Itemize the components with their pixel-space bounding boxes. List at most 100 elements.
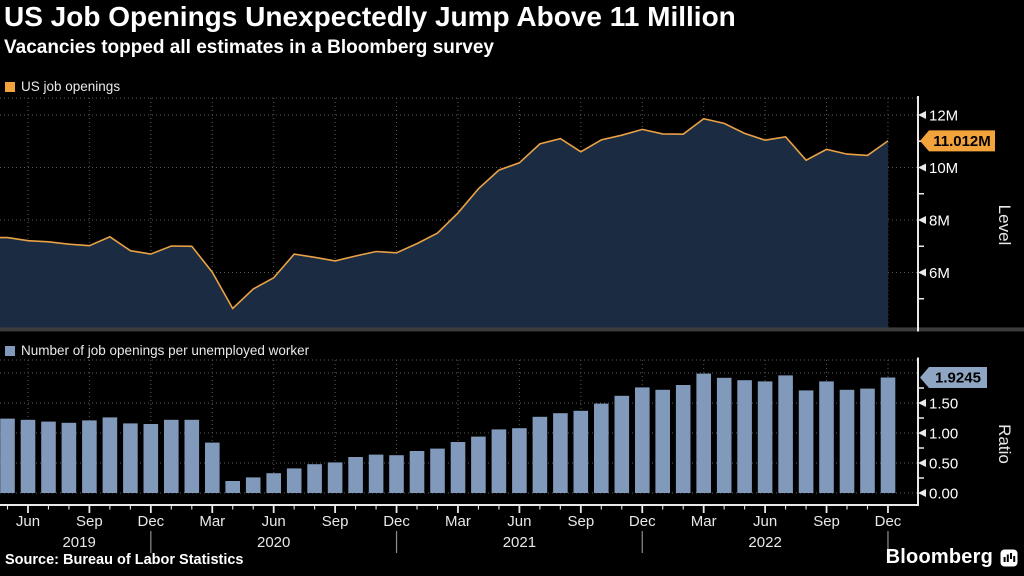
month-tick-label: Mar xyxy=(445,513,471,530)
bar xyxy=(245,477,261,493)
page-subtitle: Vacancies topped all estimates in a Bloo… xyxy=(4,37,494,58)
ratio-tick-label: 1.50 xyxy=(929,396,958,413)
level-tick-label: 12M xyxy=(929,108,958,125)
bar xyxy=(471,436,486,493)
year-label: 2021 xyxy=(503,534,536,551)
month-tick-label: Jun xyxy=(16,513,40,530)
month-tick-label: Sep xyxy=(567,513,594,530)
bar xyxy=(757,381,773,493)
month-tick-label: Mar xyxy=(691,513,717,530)
legend-label-ratio: Number of job openings per unemployed wo… xyxy=(21,343,310,358)
chart-divider xyxy=(0,327,1024,332)
legend-swatch-blue-icon xyxy=(5,345,15,356)
bar xyxy=(348,457,363,493)
legend-label-job-openings: US job openings xyxy=(21,79,121,94)
source-note: Source: Bureau of Labor Statistics xyxy=(5,552,244,568)
month-tick-label: Dec xyxy=(629,513,656,530)
bar xyxy=(594,403,609,493)
bloomberg-branding: Bloomberg xyxy=(886,546,1018,569)
bar xyxy=(553,413,568,493)
level-axis-title: Level xyxy=(995,205,1014,246)
year-label: 2022 xyxy=(748,534,781,551)
ratio-tick-label: 0.50 xyxy=(929,456,958,473)
legend-job-openings: US job openings xyxy=(5,79,120,94)
bar xyxy=(307,464,322,493)
ratio-chart: 0.00 0.50 1.00 1.50 1.9245 Ratio xyxy=(0,357,1014,506)
ratio-value-badge xyxy=(920,367,987,389)
bar xyxy=(61,422,77,493)
level-chart: 6M 8M 10M 12M 11.012M Level xyxy=(0,96,1024,332)
year-label: 2019 xyxy=(62,534,95,551)
y-tick-icon xyxy=(918,429,926,437)
y-tick-icon xyxy=(918,111,926,119)
bar xyxy=(389,455,404,493)
bar xyxy=(164,419,179,493)
month-tick-label: Mar xyxy=(199,513,225,530)
y-tick-icon xyxy=(918,459,926,467)
ratio-value-badge-text: 1.9245 xyxy=(935,370,981,387)
level-tick-label: 10M xyxy=(929,160,958,177)
month-tick-label: Jun xyxy=(753,513,777,530)
bar xyxy=(205,442,220,493)
bar xyxy=(143,424,159,493)
bar xyxy=(696,373,711,493)
ratio-axis-title: Ratio xyxy=(995,424,1014,464)
y-tick-icon xyxy=(918,489,926,497)
page-title: US Job Openings Unexpectedly Jump Above … xyxy=(4,1,736,32)
bar xyxy=(655,389,670,493)
bar xyxy=(512,428,527,493)
ratio-tick-label: 0.00 xyxy=(929,486,958,503)
bar xyxy=(532,416,548,493)
month-tick-label: Dec xyxy=(875,513,902,530)
bar xyxy=(716,377,732,493)
legend-openings-per-unemployed: Number of job openings per unemployed wo… xyxy=(5,343,309,358)
month-tick-label: Dec xyxy=(383,513,410,530)
x-axis: Jun Sep Dec Mar Jun Sep Dec Mar Jun Sep Dec Mar Jun S… xyxy=(0,504,919,553)
bar xyxy=(409,451,425,493)
month-tick-label: Dec xyxy=(137,513,164,530)
ratio-tick-label: 1.00 xyxy=(929,426,958,443)
bar xyxy=(266,473,281,493)
bar xyxy=(880,377,896,493)
level-tick-label: 8M xyxy=(929,213,950,230)
bar xyxy=(368,454,384,493)
bar xyxy=(41,421,56,493)
level-value-badge-text: 11.012M xyxy=(933,133,991,150)
bar xyxy=(102,417,118,493)
month-tick-label: Sep xyxy=(322,513,349,530)
bar xyxy=(327,462,343,493)
area-series-job-openings xyxy=(0,118,888,328)
month-tick-label: Jun xyxy=(507,513,531,530)
bar xyxy=(860,388,875,493)
y-tick-icon xyxy=(918,163,926,172)
bar xyxy=(430,448,445,493)
bloomberg-logo-icon xyxy=(1000,549,1018,566)
month-tick-label: Sep xyxy=(813,513,840,530)
y-tick-icon xyxy=(918,268,926,277)
bar xyxy=(635,387,650,493)
bar xyxy=(819,381,834,493)
bar xyxy=(839,389,855,493)
bar xyxy=(675,385,691,493)
bar xyxy=(184,419,200,493)
legend-swatch-orange-icon xyxy=(5,81,15,92)
bar xyxy=(614,395,630,493)
bloomberg-wordmark: Bloomberg xyxy=(885,546,993,568)
month-tick-label: Jun xyxy=(262,513,286,530)
level-value-badge xyxy=(920,130,995,152)
bar xyxy=(450,442,466,493)
bar xyxy=(573,410,589,493)
y-tick-icon xyxy=(918,216,926,224)
bar xyxy=(286,468,302,493)
month-tick-label: Sep xyxy=(76,513,103,530)
year-label: 2020 xyxy=(257,534,290,551)
level-tick-label: 6M xyxy=(929,265,950,282)
line-series-job-openings xyxy=(0,117,889,310)
bar xyxy=(798,390,814,493)
y-tick-icon xyxy=(918,399,926,407)
bar xyxy=(225,481,240,493)
bar xyxy=(778,375,793,493)
bar xyxy=(123,423,138,493)
bar xyxy=(82,420,97,493)
